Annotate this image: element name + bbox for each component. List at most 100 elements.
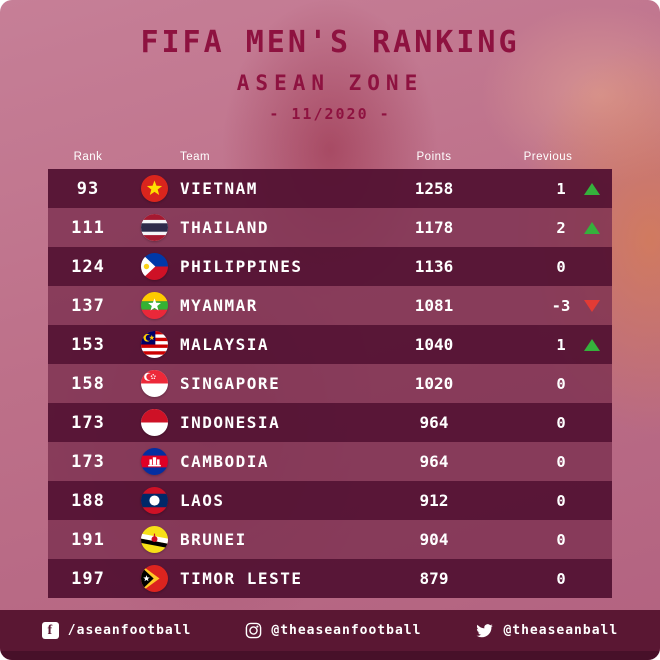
previous-cell-group: 0 — [484, 258, 612, 276]
col-header-team: Team — [180, 151, 211, 163]
team-cell: INDONESIA — [180, 413, 281, 432]
philippines-flag-icon — [140, 253, 168, 280]
team-cell: VIETNAM — [180, 179, 258, 198]
edition-date: - 11/2020 - — [269, 105, 391, 123]
previous-cell-group: -3 — [484, 297, 612, 315]
brunei-flag-icon — [140, 526, 168, 553]
rank-cell: 188 — [71, 490, 105, 511]
table-row: 173 CAMBODIA 964 0 — [48, 442, 612, 481]
instagram-handle: @theaseanfootball — [245, 622, 421, 639]
table-header-row: Rank Team Points Previous — [48, 147, 612, 167]
previous-cell: 0 — [556, 491, 566, 510]
rank-cell: 173 — [71, 451, 105, 472]
twitter-icon — [475, 621, 494, 640]
facebook-icon: f — [41, 622, 59, 639]
previous-cell: 0 — [556, 569, 566, 588]
laos-flag-icon — [140, 487, 168, 514]
previous-cell-group: 2 — [484, 219, 612, 237]
table-row: 124 PHILIPPINES 1136 0 — [48, 247, 612, 286]
previous-cell-group: 1 — [484, 336, 612, 354]
points-cell: 1081 — [414, 296, 454, 315]
previous-cell-group: 1 — [484, 180, 612, 198]
previous-cell: 0 — [556, 530, 566, 549]
cambodia-flag-icon — [140, 448, 168, 475]
rank-cell: 191 — [71, 529, 105, 550]
previous-cell-group: 0 — [484, 375, 612, 393]
rank-cell: 153 — [71, 334, 105, 355]
vietnam-flag-icon — [140, 175, 168, 202]
team-cell: TIMOR LESTE — [180, 569, 303, 588]
points-cell: 1136 — [414, 257, 454, 276]
points-cell: 1020 — [414, 374, 454, 393]
twitter-handle: @theaseanball — [475, 621, 618, 640]
points-cell: 912 — [419, 491, 449, 510]
table-row: 191 BRUNEI 904 0 — [48, 520, 612, 559]
team-cell: MYANMAR — [180, 296, 258, 315]
trend-up-icon — [584, 182, 600, 195]
rank-cell: 197 — [71, 568, 105, 589]
points-cell: 904 — [419, 530, 449, 549]
team-cell: BRUNEI — [180, 530, 247, 549]
facebook-handle: f /aseanfootball — [41, 622, 192, 639]
indonesia-flag-icon — [140, 409, 168, 436]
poster-header: FIFA MEN'S RANKING ASEAN ZONE - 11/2020 … — [0, 0, 660, 123]
social-footer: f /aseanfootball @theaseanfootball @thea… — [0, 610, 660, 651]
col-header-previous: Previous — [523, 151, 573, 163]
instagram-icon — [245, 622, 262, 639]
table-row: 111 THAILAND 1178 2 — [48, 208, 612, 247]
points-cell: 1040 — [414, 335, 454, 354]
previous-cell: 2 — [556, 218, 566, 237]
twitter-handle-text: @theaseanball — [503, 623, 619, 638]
rank-cell: 158 — [71, 373, 105, 394]
table-row: 137 MYANMAR 1081 -3 — [48, 286, 612, 325]
table-row: 197 TIMOR LESTE 879 0 — [48, 559, 612, 598]
previous-cell-group: 0 — [484, 531, 612, 549]
team-cell: MALAYSIA — [180, 335, 270, 354]
table-body: 93 VIETNAM 1258 1 111 THAILAND 1178 2 12… — [48, 169, 612, 598]
rank-cell: 111 — [71, 217, 105, 238]
rank-cell: 173 — [71, 412, 105, 433]
rank-cell: 93 — [76, 178, 100, 199]
page-subtitle: ASEAN ZONE — [236, 71, 424, 95]
instagram-handle-text: @theaseanfootball — [271, 623, 422, 638]
previous-cell-group: 0 — [484, 492, 612, 510]
rank-cell: 124 — [71, 256, 105, 277]
col-header-points: Points — [416, 151, 452, 163]
trend-up-icon — [584, 338, 600, 351]
points-cell: 964 — [419, 452, 449, 471]
rank-cell: 137 — [71, 295, 105, 316]
facebook-handle-text: /aseanfootball — [67, 623, 192, 638]
team-cell: PHILIPPINES — [180, 257, 303, 276]
team-cell: LAOS — [180, 491, 225, 510]
previous-cell: 0 — [556, 452, 566, 471]
previous-cell: -3 — [551, 296, 571, 315]
points-cell: 1178 — [414, 218, 454, 237]
previous-cell-group: 0 — [484, 414, 612, 432]
previous-cell: 0 — [556, 257, 566, 276]
table-row: 153 MALAYSIA 1040 1 — [48, 325, 612, 364]
previous-cell-group: 0 — [484, 453, 612, 471]
table-row: 158 SINGAPORE 1020 0 — [48, 364, 612, 403]
team-cell: CAMBODIA — [180, 452, 270, 471]
timor-leste-flag-icon — [140, 565, 168, 592]
table-row: 188 LAOS 912 0 — [48, 481, 612, 520]
team-cell: SINGAPORE — [180, 374, 281, 393]
page-title: FIFA MEN'S RANKING — [140, 25, 520, 60]
table-row: 93 VIETNAM 1258 1 — [48, 169, 612, 208]
ranking-table: Rank Team Points Previous 93 VIETNAM 125… — [48, 147, 612, 598]
trend-up-icon — [584, 221, 600, 234]
bottom-strip — [0, 651, 660, 660]
malaysia-flag-icon — [140, 331, 168, 358]
table-row: 173 INDONESIA 964 0 — [48, 403, 612, 442]
previous-cell-group: 0 — [484, 570, 612, 588]
previous-cell: 1 — [556, 335, 566, 354]
previous-cell: 1 — [556, 179, 566, 198]
points-cell: 879 — [419, 569, 449, 588]
points-cell: 1258 — [414, 179, 454, 198]
singapore-flag-icon — [140, 370, 168, 397]
previous-cell: 0 — [556, 413, 566, 432]
previous-cell: 0 — [556, 374, 566, 393]
team-cell: THAILAND — [180, 218, 270, 237]
myanmar-flag-icon — [140, 292, 168, 319]
